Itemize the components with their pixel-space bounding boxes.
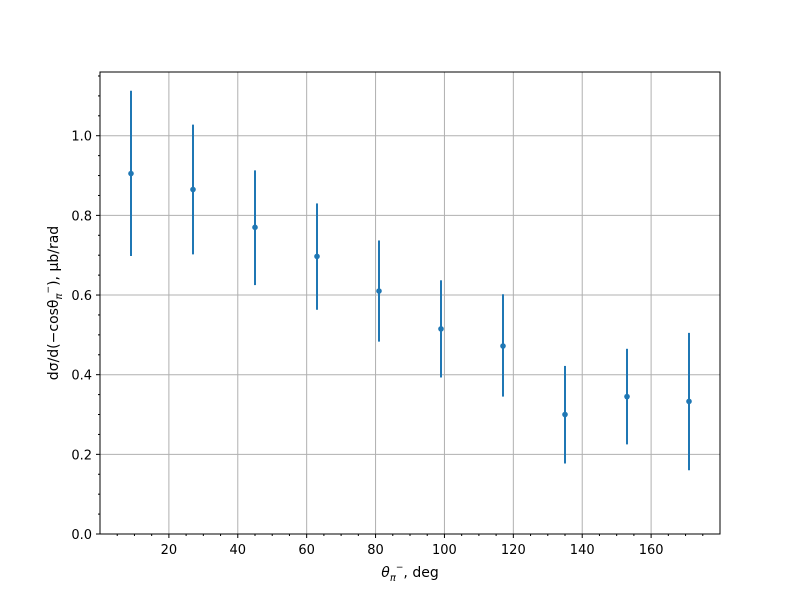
x-axis-label-base: θ — [381, 565, 390, 581]
y-axis-label-suffix: ), μb/rad — [46, 226, 62, 286]
x-tick-label: 120 — [501, 543, 526, 558]
data-point — [624, 393, 630, 400]
x-tick-label: 160 — [639, 543, 664, 558]
data-point — [376, 288, 382, 294]
axis-ticks: 20 40 60 80 100 120 140 160 0.0 0.2 0.4 0.6 0.8 1.0 — [71, 75, 704, 558]
data-point — [314, 253, 320, 260]
y-axis-label-sub: π — [54, 293, 65, 300]
data-point — [686, 398, 692, 405]
x-axis-label-sup: − — [396, 563, 404, 573]
x-tick-label: 80 — [367, 543, 384, 558]
y-tick-label: 0.6 — [71, 289, 92, 304]
data-point — [190, 186, 196, 193]
y-tick-label: 0.4 — [71, 369, 92, 384]
data-point — [562, 411, 568, 418]
y-tick-label: 0.0 — [71, 528, 92, 543]
x-tick-label: 60 — [298, 543, 315, 558]
x-tick-label: 100 — [432, 543, 457, 558]
data-point — [128, 170, 134, 177]
grid — [100, 72, 720, 535]
x-axis-label: θπ−, deg — [381, 563, 438, 584]
y-axis-label-prefix: dσ/d(−cosθ — [46, 300, 62, 381]
data-series — [128, 90, 692, 471]
y-axis-label: dσ/d(−cosθπ−), μb/rad — [44, 226, 65, 380]
data-point — [252, 224, 258, 231]
x-tick-label: 40 — [230, 543, 247, 558]
x-tick-label: 20 — [161, 543, 178, 558]
x-axis-label-sub: π — [390, 573, 397, 584]
y-axis-label-sup: − — [44, 286, 54, 294]
x-tick-label: 140 — [570, 543, 595, 558]
data-point — [438, 326, 444, 332]
data-point — [500, 343, 506, 349]
y-tick-label: 0.8 — [71, 209, 92, 224]
y-tick-label: 0.2 — [71, 448, 92, 463]
y-tick-label: 1.0 — [71, 130, 92, 145]
x-axis-label-rest: , deg — [403, 565, 438, 581]
